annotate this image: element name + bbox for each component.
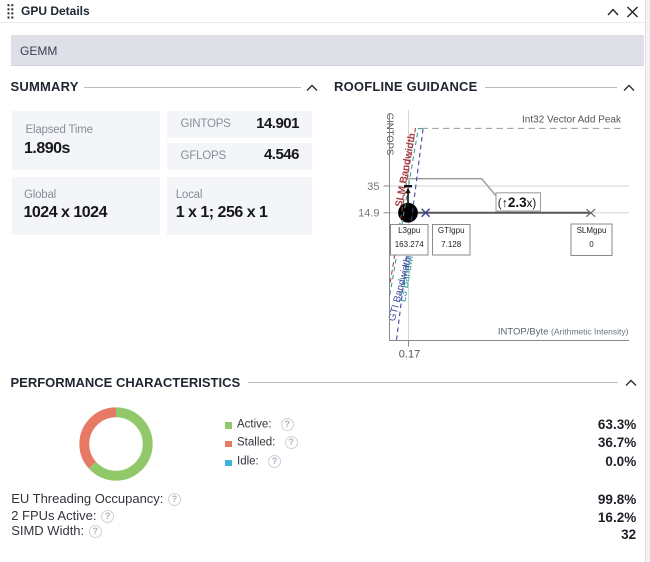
svg-text:Int32 Vector Add Peak: Int32 Vector Add Peak bbox=[522, 115, 622, 126]
svg-text:7.128: 7.128 bbox=[441, 240, 462, 249]
svg-text:163.274: 163.274 bbox=[395, 240, 424, 249]
svg-text:(↑2.3x): (↑2.3x) bbox=[498, 195, 537, 210]
svg-text:INTOP/Byte (Arithmetic Intensi: INTOP/Byte (Arithmetic Intensity) bbox=[498, 327, 629, 338]
svg-text:0: 0 bbox=[589, 240, 594, 249]
svg-text:GTIgpu: GTIgpu bbox=[438, 226, 465, 235]
svg-text:SLMgpu: SLMgpu bbox=[577, 226, 607, 235]
svg-text:35: 35 bbox=[367, 181, 379, 193]
svg-text:L3gpu: L3gpu bbox=[398, 226, 420, 235]
svg-text:0.17: 0.17 bbox=[399, 349, 420, 361]
svg-text:14.9: 14.9 bbox=[358, 208, 379, 220]
